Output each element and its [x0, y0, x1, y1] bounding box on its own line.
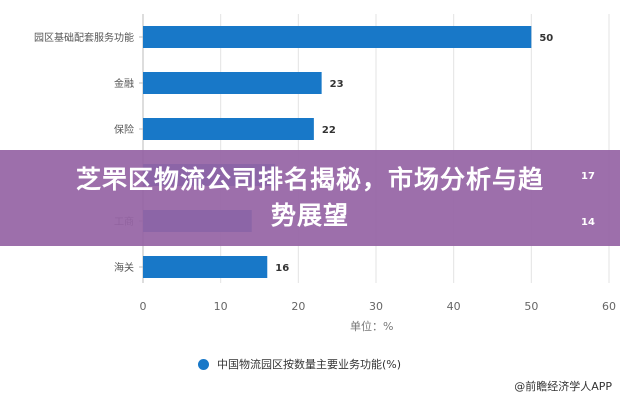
data-label: 16 — [275, 263, 289, 274]
x-tick-label: 10 — [214, 300, 228, 313]
y-tick-label: 保险 — [114, 123, 134, 136]
data-label: 23 — [330, 79, 344, 90]
banner-title: 芝罘区物流公司排名揭秘，市场分析与趋势展望 — [75, 165, 544, 230]
legend: 中国物流园区按数量主要业务功能(%) — [198, 356, 401, 372]
x-tick-label: 60 — [602, 300, 616, 313]
y-tick-label: 园区基础配套服务功能 — [34, 31, 134, 44]
bar — [143, 118, 314, 140]
bar — [143, 256, 268, 278]
bar — [143, 26, 532, 48]
x-tick-label: 0 — [140, 300, 147, 313]
source-credit: @前瞻经济学人APP — [514, 380, 612, 393]
bar — [143, 72, 322, 94]
legend-label: 中国物流园区按数量主要业务功能(%) — [217, 358, 402, 371]
data-label: 22 — [322, 125, 336, 136]
x-tick-label: 50 — [524, 300, 538, 313]
x-tick-label: 40 — [447, 300, 461, 313]
title-banner: 芝罘区物流公司排名揭秘，市场分析与趋势展望 — [0, 150, 620, 246]
x-tick-label: 20 — [291, 300, 305, 313]
legend-marker — [198, 358, 209, 370]
x-tick-label: 30 — [369, 300, 383, 313]
data-label: 50 — [539, 33, 553, 44]
y-tick-label: 海关 — [114, 261, 134, 274]
y-tick-label: 金融 — [114, 77, 134, 90]
x-axis-label: 单位：% — [350, 320, 394, 333]
